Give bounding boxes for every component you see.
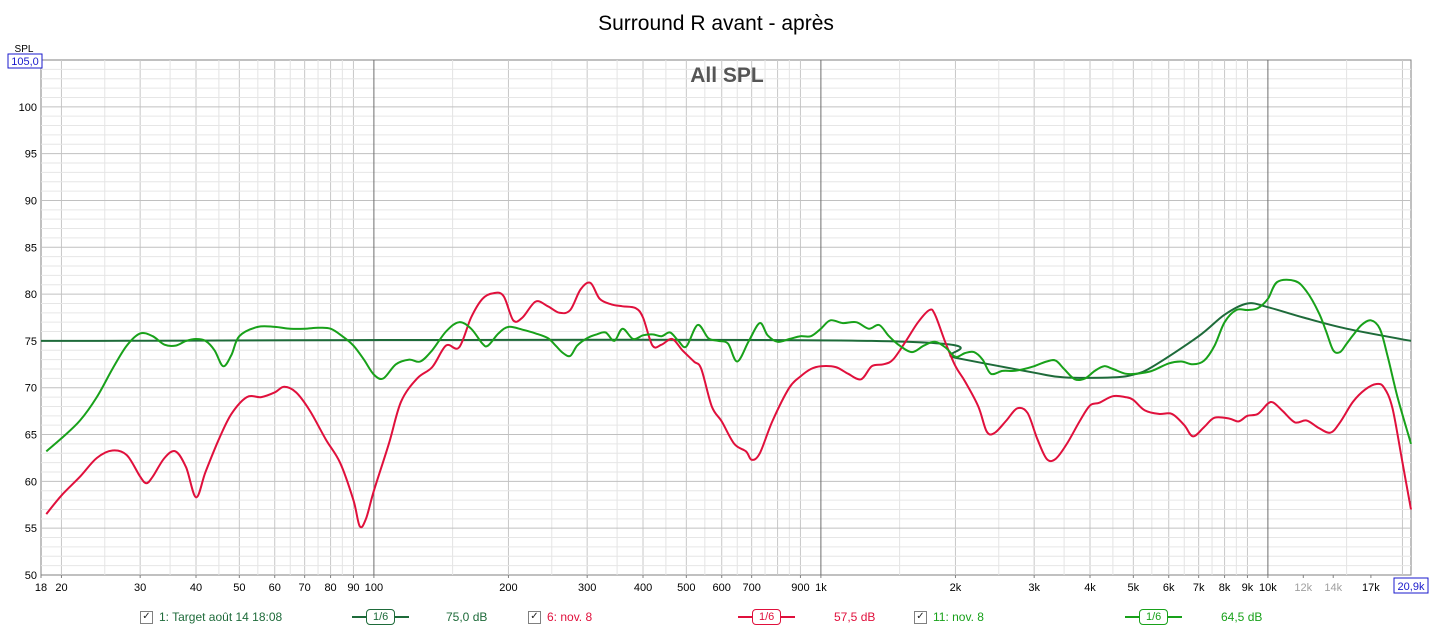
legend-item-target[interactable]: ✓ 1: Target août 14 18:08 xyxy=(140,606,282,628)
x-tick-label: 8k xyxy=(1219,582,1231,594)
series-line-target xyxy=(40,302,1412,379)
x-tick-label: 4k xyxy=(1084,582,1096,594)
x-tick-label: 12k xyxy=(1294,582,1312,594)
x-tick-label: 50 xyxy=(233,582,245,594)
x-tick-label: 80 xyxy=(324,582,336,594)
smoothing-label: 1/6 xyxy=(1139,609,1169,625)
chart-subtitle: All SPL xyxy=(690,64,764,87)
y-tick-label: 90 xyxy=(25,195,37,207)
x-tick-label: 400 xyxy=(634,582,652,594)
x-tick-label: 60 xyxy=(269,582,281,594)
legend-label: 11: nov. 8 xyxy=(933,610,984,624)
y-tick-label: 75 xyxy=(25,336,37,348)
x-tick-label: 500 xyxy=(677,582,695,594)
y-tick-label: 70 xyxy=(25,383,37,395)
smoothing-control-nov8-green[interactable]: 1/6 xyxy=(1125,606,1183,628)
y-tick-label: 55 xyxy=(25,523,37,535)
x-tick-label: 300 xyxy=(578,582,596,594)
series-line-nov8-green xyxy=(45,278,1412,453)
x-right-label: 20,9k xyxy=(1398,581,1425,593)
legend-value: 64,5 dB xyxy=(1221,610,1263,624)
legend-value: 57,5 dB xyxy=(834,610,876,624)
y-tick-label: 65 xyxy=(25,430,37,442)
y-tick-label: 60 xyxy=(25,476,37,488)
x-tick-label: 10k xyxy=(1259,582,1277,594)
x-tick-label: 5k xyxy=(1128,582,1140,594)
smoothing-control-target[interactable]: 1/6 xyxy=(352,606,410,628)
x-tick-label: 90 xyxy=(347,582,359,594)
checkbox-icon[interactable]: ✓ xyxy=(528,610,541,624)
smoothing-label: 1/6 xyxy=(752,609,782,625)
smoothing-control-nov8-red[interactable]: 1/6 xyxy=(738,606,796,628)
legend-label: 1: Target août 14 18:08 xyxy=(159,610,283,624)
y-axis-label: SPL xyxy=(15,44,34,55)
x-tick-label: 100 xyxy=(365,582,383,594)
x-tick-label: 1k xyxy=(815,582,827,594)
y-tick-label: 100 xyxy=(19,102,37,114)
x-tick-label: 3k xyxy=(1028,582,1040,594)
checkbox-icon[interactable]: ✓ xyxy=(140,610,153,624)
legend-value: 75,0 dB xyxy=(446,610,488,624)
y-tick-label: 50 xyxy=(25,570,37,582)
smoothing-label: 1/6 xyxy=(366,609,396,625)
legend-label: 6: nov. 8 xyxy=(547,610,593,624)
x-tick-label: 40 xyxy=(190,582,202,594)
x-tick-label: 9k xyxy=(1242,582,1254,594)
y-axis: 50 55 60 65 70 75 80 85 90 95 100 xyxy=(19,102,37,582)
checkbox-icon[interactable]: ✓ xyxy=(914,610,927,624)
x-tick-label: 18 xyxy=(35,582,47,594)
y-top-label: 105,0 xyxy=(11,56,39,68)
y-tick-label: 80 xyxy=(25,289,37,301)
x-tick-label: 14k xyxy=(1324,582,1342,594)
x-tick-label: 7k xyxy=(1193,582,1205,594)
legend-item-nov8-red[interactable]: ✓ 6: nov. 8 xyxy=(528,606,592,628)
x-tick-label: 70 xyxy=(299,582,311,594)
minor-grid xyxy=(41,60,1411,575)
x-tick-label: 700 xyxy=(742,582,760,594)
x-tick-label: 20 xyxy=(55,582,67,594)
plot-area[interactable] xyxy=(40,59,1412,576)
x-tick-label: 6k xyxy=(1163,582,1175,594)
x-tick-label: 30 xyxy=(134,582,146,594)
x-axis: 18 20 30 40 50 60 70 80 90 100 200 300 400 500 600 700 9… xyxy=(35,575,1380,594)
y-top-box[interactable] xyxy=(7,53,43,69)
y-tick-label: 85 xyxy=(25,242,37,254)
legend-item-nov8-green[interactable]: ✓ 11: nov. 8 xyxy=(914,606,984,628)
x-right-box[interactable] xyxy=(1393,577,1429,594)
x-tick-label: 600 xyxy=(713,582,731,594)
series-layer xyxy=(40,278,1412,529)
x-tick-label: 2k xyxy=(950,582,962,594)
y-tick-label: 95 xyxy=(25,149,37,161)
x-tick-label: 17k xyxy=(1362,582,1380,594)
series-line-nov8-red xyxy=(45,281,1412,529)
chart-title: Surround R avant - après xyxy=(598,12,834,35)
spl-chart[interactable]: Surround R avant - après All SPL 50 55 60 6… xyxy=(0,0,1433,600)
x-tick-label: 200 xyxy=(499,582,517,594)
x-tick-label: 900 xyxy=(791,582,809,594)
